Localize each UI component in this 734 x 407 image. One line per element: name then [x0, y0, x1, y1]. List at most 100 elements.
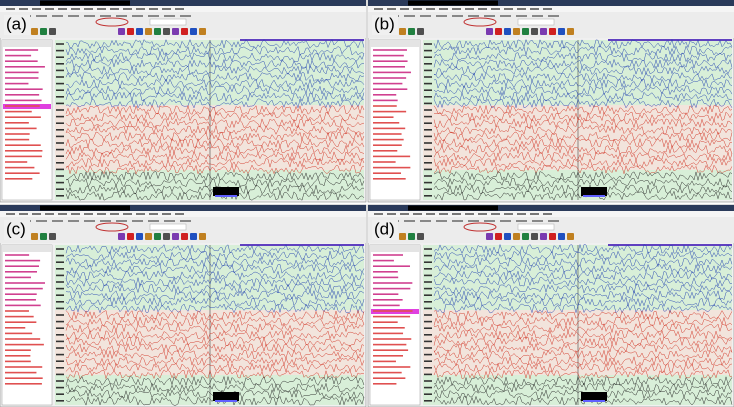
list-entry[interactable]: [5, 315, 34, 318]
menu-item[interactable]: [517, 213, 526, 215]
menu-item[interactable]: [19, 213, 28, 215]
tool-icon[interactable]: [417, 233, 424, 240]
menu-item[interactable]: [19, 8, 28, 10]
tool-icon[interactable]: [31, 28, 38, 35]
tool-icon[interactable]: [549, 28, 556, 35]
list-entry[interactable]: [373, 332, 404, 335]
menu-item[interactable]: [413, 213, 422, 215]
list-entry[interactable]: [5, 383, 42, 385]
tool-icon[interactable]: [504, 28, 511, 35]
menu-item[interactable]: [387, 8, 396, 10]
list-entry[interactable]: [5, 144, 41, 146]
list-entry[interactable]: [373, 133, 402, 135]
list-entry[interactable]: [5, 60, 38, 62]
tool-icon[interactable]: [486, 28, 493, 35]
tool-icon[interactable]: [199, 233, 206, 240]
list-entry[interactable]: [373, 82, 403, 85]
list-entry[interactable]: [5, 377, 43, 379]
dropdown[interactable]: [149, 223, 187, 231]
tool-icon[interactable]: [558, 28, 565, 35]
tool-icon[interactable]: [549, 233, 556, 240]
list-entry[interactable]: [373, 366, 411, 368]
tool-icon[interactable]: [181, 233, 188, 240]
menu-item[interactable]: [491, 213, 500, 215]
tool-icon[interactable]: [495, 233, 502, 240]
menu-item[interactable]: [175, 213, 184, 215]
menu-item[interactable]: [97, 213, 106, 215]
tool-icon[interactable]: [49, 233, 56, 240]
tool-icon[interactable]: [417, 28, 424, 35]
menu-item[interactable]: [149, 8, 158, 10]
tool-icon[interactable]: [399, 233, 406, 240]
menu-item[interactable]: [149, 213, 158, 215]
list-entry[interactable]: [373, 321, 398, 323]
list-entry[interactable]: [5, 88, 43, 90]
tool-icon[interactable]: [31, 233, 38, 240]
menu-item[interactable]: [32, 8, 41, 10]
menu-item[interactable]: [465, 8, 474, 10]
list-entry[interactable]: [373, 71, 411, 74]
list-entry[interactable]: [5, 355, 31, 357]
list-entry[interactable]: [373, 349, 409, 351]
tool-icon[interactable]: [495, 28, 502, 35]
list-entry[interactable]: [5, 271, 37, 273]
list-entry[interactable]: [5, 366, 43, 368]
menu-item[interactable]: [478, 8, 487, 10]
list-entry[interactable]: [373, 293, 399, 295]
tool-icon[interactable]: [40, 28, 47, 35]
list-entry[interactable]: [5, 166, 35, 169]
list-entry[interactable]: [373, 343, 407, 346]
list-entry[interactable]: [5, 133, 30, 135]
menu-item[interactable]: [517, 8, 526, 10]
menu-item[interactable]: [439, 213, 448, 215]
menu-item[interactable]: [97, 8, 106, 10]
menu-item[interactable]: [504, 8, 513, 10]
tool-icon[interactable]: [49, 28, 56, 35]
tool-icon[interactable]: [127, 233, 134, 240]
tool-icon[interactable]: [118, 233, 125, 240]
list-entry[interactable]: [5, 338, 41, 340]
list-entry[interactable]: [5, 282, 45, 284]
list-entry[interactable]: [5, 54, 32, 57]
menu-item[interactable]: [84, 213, 93, 215]
list-entry[interactable]: [5, 299, 36, 301]
list-entry[interactable]: [5, 332, 33, 335]
list-entry[interactable]: [5, 105, 40, 107]
tool-icon[interactable]: [40, 233, 47, 240]
list-entry[interactable]: [373, 105, 397, 107]
list-entry[interactable]: [5, 293, 37, 295]
menu-item[interactable]: [400, 8, 409, 10]
menu-item[interactable]: [45, 8, 54, 10]
menu-item[interactable]: [426, 8, 435, 10]
dropdown[interactable]: [517, 18, 555, 26]
list-entry[interactable]: [5, 161, 28, 163]
list-entry[interactable]: [373, 304, 400, 307]
tool-icon[interactable]: [163, 28, 170, 35]
list-entry[interactable]: [373, 161, 396, 163]
list-entry[interactable]: [373, 166, 411, 169]
tool-icon[interactable]: [513, 28, 520, 35]
menu-item[interactable]: [400, 213, 409, 215]
tool-icon[interactable]: [136, 28, 143, 35]
tool-icon[interactable]: [172, 233, 179, 240]
menu-item[interactable]: [45, 213, 54, 215]
list-entry[interactable]: [5, 254, 30, 256]
menu-item[interactable]: [387, 213, 396, 215]
list-entry[interactable]: [373, 150, 398, 152]
list-entry[interactable]: [5, 94, 40, 96]
list-entry[interactable]: [5, 178, 33, 180]
menu-item[interactable]: [32, 213, 41, 215]
menu-item[interactable]: [491, 8, 500, 10]
dropdown[interactable]: [517, 223, 555, 231]
list-entry[interactable]: [373, 49, 407, 51]
dropdown[interactable]: [149, 18, 187, 26]
list-entry[interactable]: [5, 82, 29, 85]
tool-icon[interactable]: [504, 233, 511, 240]
list-entry[interactable]: [373, 271, 398, 273]
list-entry[interactable]: [373, 327, 405, 329]
list-entry[interactable]: [5, 265, 39, 267]
list-entry[interactable]: [373, 127, 406, 130]
tool-icon[interactable]: [118, 28, 125, 35]
tool-icon[interactable]: [399, 28, 406, 35]
menu-item[interactable]: [71, 8, 80, 10]
